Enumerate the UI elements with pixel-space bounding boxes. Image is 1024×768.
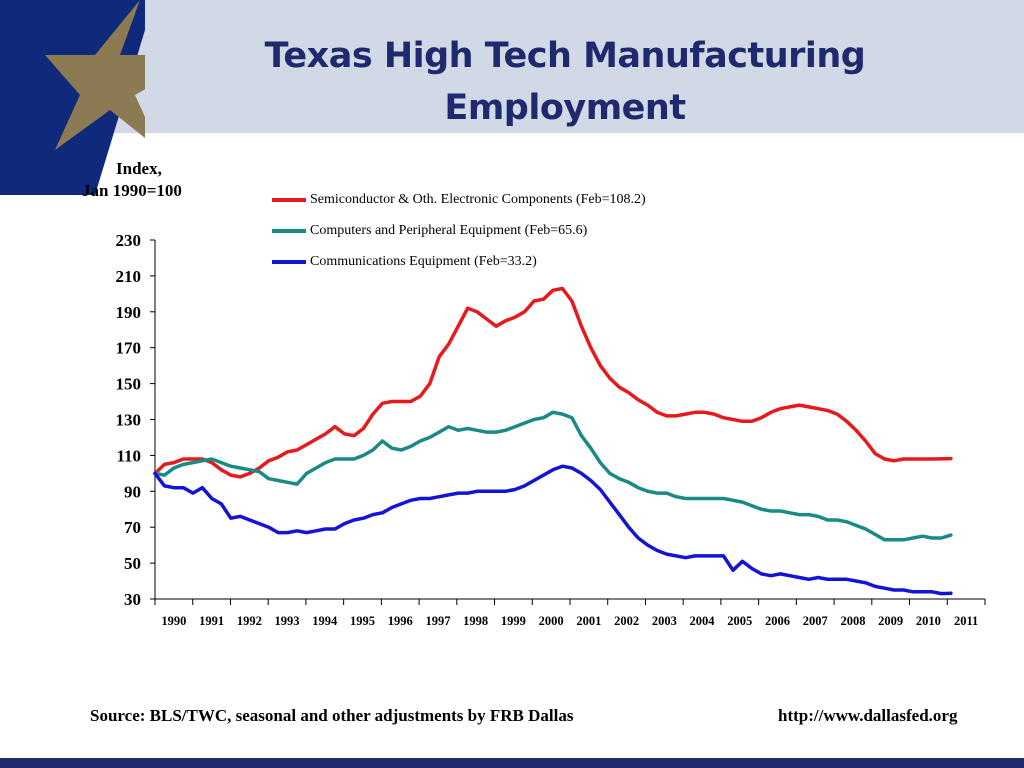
x-tick-label: 2008 [840,614,865,628]
x-tick-label: 2002 [614,614,639,628]
x-tick-label: 1993 [275,614,300,628]
y-tick-label: 30 [124,590,141,609]
chart-legend: Semiconductor & Oth. Electronic Componen… [272,184,646,277]
series-line-1 [153,410,953,542]
x-tick-label: 2010 [916,614,941,628]
x-tick-label: 1991 [199,614,224,628]
y-tick-label: 170 [116,339,142,358]
x-tick-label: 2007 [803,614,828,628]
x-tick-label: 2006 [765,614,790,628]
title-line-2: Employment [444,88,686,128]
x-tick-label: 1997 [425,614,450,628]
y-tick-label: 210 [116,267,142,286]
x-tick-label: 2005 [727,614,752,628]
slide-title: Texas High Tech Manufacturing Employment [150,30,980,134]
x-tick-label: 1996 [388,614,413,628]
x-tick-label: 2011 [954,614,978,628]
y-tick-label: 130 [116,411,142,430]
star-icon [45,0,145,150]
y-tick-label: 90 [124,482,141,501]
legend-swatch-communications [272,259,306,264]
legend-label-communications: Communications Equipment (Feb=33.2) [310,253,537,269]
y-axis-unit-label: Index, Jan 1990=100 [82,158,182,202]
x-tick-label: 2001 [576,614,601,628]
y-tick-label: 230 [116,231,142,250]
footer-band [0,758,1024,768]
y-tick-label: 150 [116,375,142,394]
legend-item-computers: Computers and Peripheral Equipment (Feb=… [272,215,646,246]
x-tick-label: 2009 [878,614,903,628]
series-line-0 [153,286,953,479]
x-tick-label: 1994 [312,614,338,628]
y-unit-line-1: Index, [116,159,162,178]
y-unit-line-2: Jan 1990=100 [82,181,182,200]
employment-line-chart: 30 50 70 90 110 130 150 170 190 210 230 1990 1991 199… [116,231,986,628]
legend-item-semiconductor: Semiconductor & Oth. Electronic Componen… [272,184,646,215]
legend-swatch-computers [272,228,306,233]
x-tick-label: 2003 [652,614,677,628]
y-tick-label: 110 [116,446,141,465]
series-line-2 [153,464,953,596]
x-tick-label: 1995 [350,614,375,628]
title-line-1: Texas High Tech Manufacturing [264,36,866,76]
x-tick-label: 1999 [501,614,526,628]
x-tick-label: 2000 [539,614,564,628]
x-tick-label: 2004 [690,614,716,628]
x-tick-label: 1992 [237,614,262,628]
legend-label-computers: Computers and Peripheral Equipment (Feb=… [310,222,588,238]
source-note: Source: BLS/TWC, seasonal and other adju… [90,706,574,725]
legend-item-communications: Communications Equipment (Feb=33.2) [272,246,646,277]
y-tick-label: 190 [116,303,142,322]
y-tick-label: 70 [124,518,141,537]
x-tick-label: 1998 [463,614,488,628]
corner-logo [0,0,145,195]
header-band [0,0,1024,133]
source-url: http://www.dallasfed.org [778,706,958,725]
legend-label-semiconductor: Semiconductor & Oth. Electronic Componen… [310,191,646,207]
x-tick-label: 1990 [161,614,186,628]
y-tick-label: 50 [124,554,141,573]
legend-swatch-semiconductor [272,197,306,202]
